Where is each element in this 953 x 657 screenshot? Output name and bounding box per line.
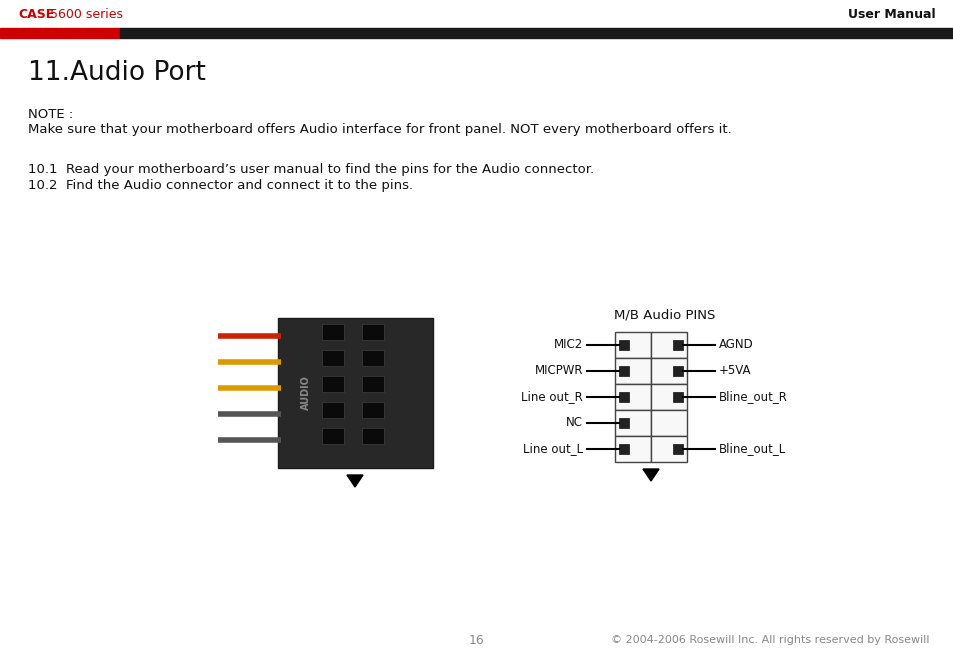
Text: Bline_out_L: Bline_out_L — [719, 443, 785, 455]
Bar — [322, 376, 344, 392]
Bar — [650, 436, 686, 462]
Bar — [361, 428, 384, 444]
Bar — [618, 444, 628, 454]
Polygon shape — [642, 469, 659, 481]
Bar — [615, 436, 650, 462]
Polygon shape — [347, 475, 363, 487]
Bar — [672, 444, 682, 454]
Text: Line out_R: Line out_R — [520, 390, 582, 403]
Text: MIC2: MIC2 — [553, 338, 582, 351]
Bar — [672, 366, 682, 376]
Bar — [672, 392, 682, 402]
Bar — [277, 318, 433, 468]
Bar — [322, 428, 344, 444]
Bar — [361, 324, 384, 340]
Bar — [650, 384, 686, 410]
Text: User Manual: User Manual — [847, 7, 935, 20]
Bar — [618, 340, 628, 350]
Bar — [0, 28, 120, 38]
Bar — [650, 410, 686, 436]
Bar — [615, 410, 650, 436]
Bar — [322, 350, 344, 366]
Bar — [672, 340, 682, 350]
Text: 10.2  Find the Audio connector and connect it to the pins.: 10.2 Find the Audio connector and connec… — [28, 179, 413, 192]
Bar — [361, 350, 384, 366]
Bar — [361, 376, 384, 392]
Bar — [650, 332, 686, 358]
Text: 10.1  Read your motherboard’s user manual to find the pins for the Audio connect: 10.1 Read your motherboard’s user manual… — [28, 163, 594, 176]
Text: Make sure that your motherboard offers Audio interface for front panel. NOT ever: Make sure that your motherboard offers A… — [28, 123, 731, 136]
Text: 11.Audio Port: 11.Audio Port — [28, 60, 206, 86]
Text: CASE: CASE — [18, 7, 54, 20]
Bar — [120, 28, 953, 38]
Text: © 2004-2006 Rosewill Inc. All rights reserved by Rosewill: © 2004-2006 Rosewill Inc. All rights res… — [611, 635, 929, 645]
Text: 16: 16 — [469, 633, 484, 646]
Text: +5VA: +5VA — [719, 365, 751, 378]
Bar — [618, 418, 628, 428]
Text: Line out_L: Line out_L — [522, 443, 582, 455]
Text: 5600 series: 5600 series — [46, 7, 123, 20]
Text: M/B Audio PINS: M/B Audio PINS — [614, 308, 715, 321]
Bar — [322, 402, 344, 418]
Bar — [618, 392, 628, 402]
Bar — [361, 402, 384, 418]
Text: Bline_out_R: Bline_out_R — [719, 390, 787, 403]
Bar — [618, 366, 628, 376]
Bar — [650, 358, 686, 384]
Text: AGND: AGND — [719, 338, 753, 351]
Bar — [615, 384, 650, 410]
Bar — [322, 324, 344, 340]
Bar — [615, 358, 650, 384]
Bar — [615, 332, 650, 358]
Text: AUDIO: AUDIO — [301, 376, 311, 411]
Text: NOTE :: NOTE : — [28, 108, 73, 121]
Text: NC: NC — [565, 417, 582, 430]
Text: MICPWR: MICPWR — [534, 365, 582, 378]
